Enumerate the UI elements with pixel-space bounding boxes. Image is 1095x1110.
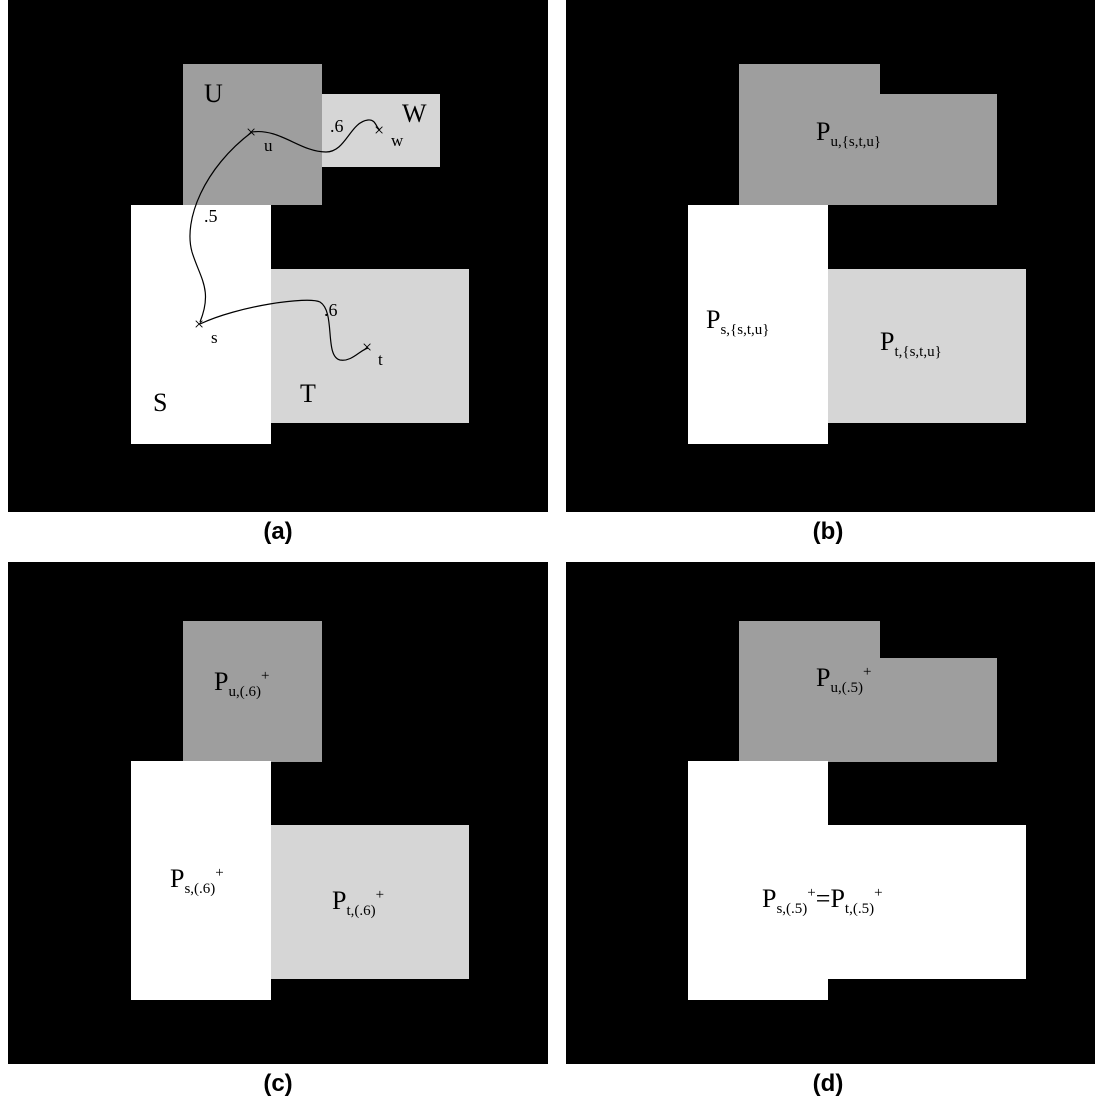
label-p-t-sup: + bbox=[874, 885, 882, 901]
cross-u: × bbox=[246, 122, 256, 142]
label-p-u-sup: + bbox=[261, 668, 269, 684]
label-p-s-sup: + bbox=[807, 885, 815, 901]
caption-a: (a) bbox=[263, 518, 293, 545]
label-p-s-sub: s,(.5) bbox=[776, 901, 807, 917]
label-p-s: Ps,{s,t,u} bbox=[706, 305, 769, 338]
equals-sign: = bbox=[816, 884, 831, 913]
label-p-t-sup: + bbox=[376, 887, 384, 903]
region-t bbox=[271, 269, 469, 423]
point-u-label: u bbox=[264, 136, 273, 155]
label-p-u: Pu,(.5)+ bbox=[816, 663, 871, 696]
label-p-u-sub: u,(.6) bbox=[228, 684, 261, 700]
caption-d: (d) bbox=[812, 1070, 844, 1097]
label-p-u: Pu,{s,t,u} bbox=[816, 117, 881, 150]
label-p-u-sub: u,(.5) bbox=[830, 680, 863, 696]
edge-weight-u-s: .5 bbox=[204, 206, 218, 226]
region-t bbox=[271, 825, 469, 979]
label-p-s-sub: s,(.6) bbox=[184, 881, 215, 897]
panel-a: × × × × U W S T u w s t .6 .5 .6 bbox=[8, 0, 548, 512]
label-p-s-base: P bbox=[762, 884, 776, 913]
region-u-w-merged bbox=[739, 64, 880, 205]
label-p-u-base: P bbox=[816, 117, 830, 146]
label-p-u-base: P bbox=[214, 667, 228, 696]
label-p-t-sub: t,(.6) bbox=[346, 903, 375, 919]
region-u-label: U bbox=[204, 79, 223, 108]
cross-s: × bbox=[194, 314, 204, 334]
region-w-label: W bbox=[402, 99, 427, 128]
label-p-s: Ps,(.6)+ bbox=[170, 864, 224, 897]
region-s-label: S bbox=[153, 388, 167, 417]
cross-w: × bbox=[374, 120, 384, 140]
label-p-u-sub: u,{s,t,u} bbox=[830, 134, 881, 150]
panel-b: Pu,{s,t,u} Ps,{s,t,u} Pt,{s,t,u} bbox=[566, 0, 1095, 512]
panel-a-diagram: × × × × U W S T u w s t .6 .5 .6 bbox=[131, 64, 469, 444]
label-p-t: Pt,(.6)+ bbox=[332, 886, 384, 919]
label-p-st-equation: Ps,(.5)+=Pt,(.5)+ bbox=[762, 884, 883, 917]
panel-c: Pu,(.6)+ Ps,(.6)+ Pt,(.6)+ bbox=[8, 562, 548, 1064]
region-u-w-merged-ext bbox=[879, 94, 997, 205]
region-w bbox=[322, 94, 440, 167]
label-p-s-base: P bbox=[170, 864, 184, 893]
region-u bbox=[183, 64, 322, 205]
region-s bbox=[131, 205, 271, 444]
edge-s-t bbox=[199, 299, 369, 361]
region-t bbox=[828, 269, 1026, 423]
edge-u-w bbox=[251, 119, 381, 153]
label-p-u-base: P bbox=[816, 663, 830, 692]
label-p-t-base: P bbox=[332, 886, 346, 915]
label-p-t-sub: t,{s,t,u} bbox=[894, 344, 941, 360]
point-t-label: t bbox=[378, 350, 383, 369]
region-u-w-merged-ext bbox=[879, 658, 997, 762]
region-u bbox=[183, 621, 322, 762]
region-s bbox=[131, 761, 271, 1000]
caption-c: (c) bbox=[263, 1070, 293, 1097]
panel-d-diagram: Pu,(.5)+ Ps,(.5)+=Pt,(.5)+ bbox=[688, 621, 1026, 1000]
panel-b-diagram: Pu,{s,t,u} Ps,{s,t,u} Pt,{s,t,u} bbox=[688, 64, 1026, 444]
point-s-label: s bbox=[211, 328, 218, 347]
panel-c-diagram: Pu,(.6)+ Ps,(.6)+ Pt,(.6)+ bbox=[131, 621, 469, 1000]
edge-u-s bbox=[189, 131, 253, 323]
label-p-s-base: P bbox=[706, 305, 720, 334]
region-s-t-merged bbox=[688, 761, 828, 1000]
label-p-s-sub: s,{s,t,u} bbox=[720, 322, 769, 338]
label-p-t: Pt,{s,t,u} bbox=[880, 327, 942, 360]
region-s-t-merged-ext bbox=[827, 825, 1026, 979]
edge-weight-u-w: .6 bbox=[330, 116, 344, 136]
point-w-label: w bbox=[391, 131, 404, 150]
label-p-u: Pu,(.6)+ bbox=[214, 667, 269, 700]
label-p-t-base: P bbox=[830, 884, 844, 913]
region-s bbox=[688, 205, 828, 444]
region-t-label: T bbox=[300, 379, 316, 408]
region-u-w-merged bbox=[739, 621, 880, 762]
caption-b: (b) bbox=[812, 518, 844, 545]
label-p-t-base: P bbox=[880, 327, 894, 356]
label-p-t-sub: t,(.5) bbox=[845, 901, 874, 917]
label-p-s-sup: + bbox=[215, 865, 223, 881]
edge-weight-s-t: .6 bbox=[324, 300, 338, 320]
cross-t: × bbox=[362, 337, 372, 357]
panel-d: Pu,(.5)+ Ps,(.5)+=Pt,(.5)+ bbox=[566, 562, 1095, 1064]
label-p-u-sup: + bbox=[863, 664, 871, 680]
